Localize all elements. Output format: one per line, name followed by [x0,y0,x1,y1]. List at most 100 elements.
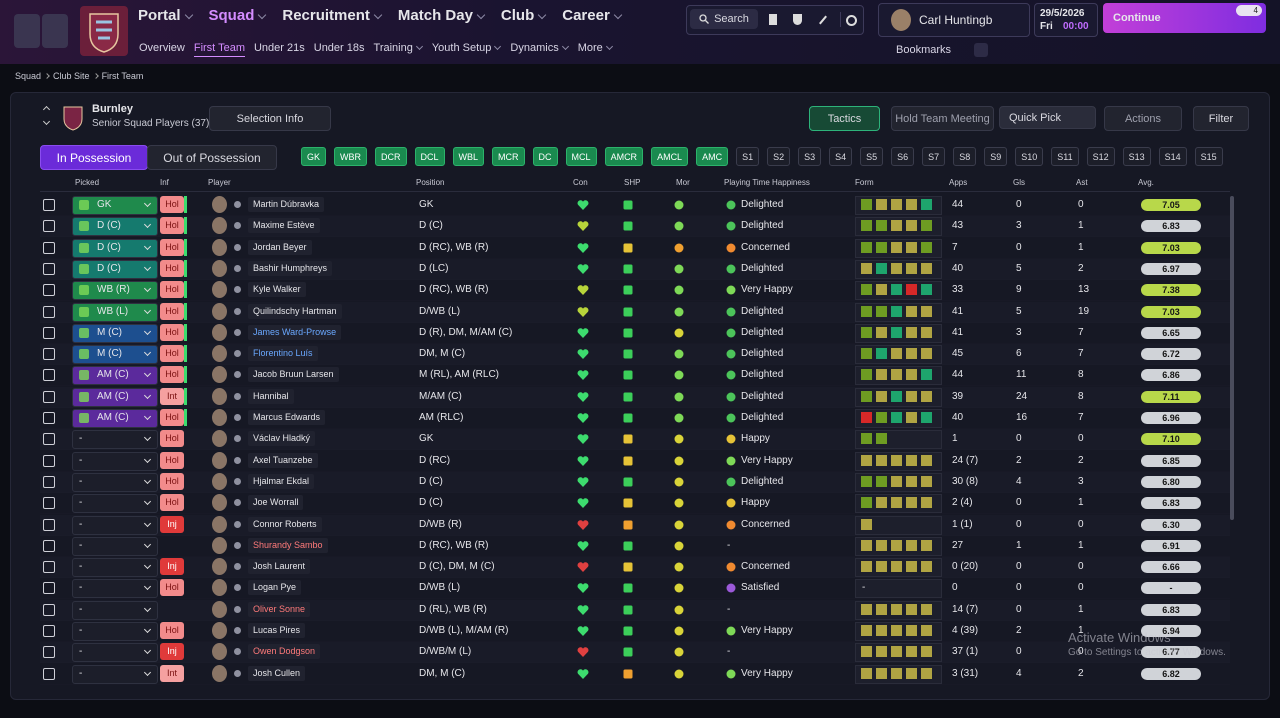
sub-slot[interactable]: S12 [1086,147,1115,166]
checkbox[interactable] [43,433,55,446]
sub-slot[interactable]: S14 [1158,147,1187,166]
picked-dropdown[interactable]: M (C) [72,323,158,343]
checkbox[interactable] [43,220,55,233]
player-row[interactable]: - Int Josh Cullen DM, M (C) Very Happy 3 (31)… [40,663,1230,685]
breadcrumb-item[interactable]: First Team [101,71,144,81]
filter-button[interactable]: Filter [1193,106,1249,131]
column-header[interactable]: Avg. [1138,178,1154,187]
player-row[interactable]: - Hol Axel Tuanzebe D (RC) Very Happy 24 (7) 2… [40,450,1230,472]
formation-slot[interactable]: MCL [565,147,597,166]
sub-slot[interactable]: S1 [736,147,760,166]
player-row[interactable]: - Hol Václav Hladký GK Happy 1 0 0 7.10 [40,429,1230,451]
inf-badge[interactable]: Hol [160,622,184,639]
player-name[interactable]: James Ward-Prowse [248,324,342,340]
checkbox[interactable] [43,625,55,637]
sub-slot[interactable]: S8 [953,147,977,166]
checkbox[interactable] [43,582,55,595]
sub-tab[interactable]: More [578,42,613,57]
inf-badge[interactable]: Int [160,664,184,682]
player-name[interactable]: Logan Pye [248,580,302,596]
formation-slot[interactable]: AMCR [604,147,644,166]
player-row[interactable]: AM (C) Hol Jacob Bruun Larsen M (RL), AM (R… [40,365,1230,387]
actions-button[interactable]: Actions [1104,106,1182,131]
player-name[interactable]: Bashir Humphreys [248,260,333,276]
player-row[interactable]: AM (C) Int Hannibal M/AM (C) Delighted 39 24 8 7… [40,386,1230,408]
column-header[interactable]: Player [208,178,231,187]
checkbox[interactable] [43,475,55,488]
formation-slot[interactable]: AMCL [651,147,689,166]
player-name[interactable]: Hjalmar Ekdal [248,473,315,489]
sub-tab[interactable]: Under 21s [253,42,305,54]
sub-tab[interactable]: Dynamics [510,42,568,57]
picked-dropdown[interactable]: GK [72,196,158,215]
picked-dropdown[interactable]: - [72,579,158,599]
icon-settings[interactable] [840,12,857,27]
sub-tab[interactable]: Under 18s [313,42,365,54]
inf-badge[interactable]: Hol [160,494,184,512]
checkbox[interactable] [43,390,55,403]
column-header[interactable]: Picked [75,178,100,187]
player-name[interactable]: Martin Dúbravka [248,197,325,212]
picked-dropdown[interactable]: D (C) [72,217,158,237]
sub-slot[interactable]: S10 [1015,147,1044,166]
player-name[interactable]: Josh Laurent [248,559,311,575]
formation-slot[interactable]: DCL [414,147,445,166]
team-name[interactable]: Burnley [92,103,133,115]
checkbox[interactable] [43,262,55,275]
main-tab[interactable]: Portal [138,7,193,24]
sub-slot[interactable]: S5 [860,147,884,166]
sub-slot[interactable]: S11 [1051,147,1079,166]
player-name[interactable]: Marcus Edwards [248,410,326,425]
column-header[interactable]: Mor [676,178,690,187]
player-name[interactable]: Kyle Walker [248,282,306,298]
player-row[interactable]: M (C) Hol Florentino Luís DM, M (C) Delighte… [40,344,1230,366]
inf-badge[interactable]: Hol [160,345,184,363]
main-tab[interactable]: Squad [209,7,267,24]
checkbox[interactable] [43,603,55,616]
collapse-arrows[interactable] [42,104,51,126]
player-name[interactable]: Oliver Sonne [248,601,311,617]
checkbox[interactable] [43,241,55,254]
column-header[interactable]: Ast [1076,178,1088,187]
checkbox[interactable] [43,326,55,339]
sub-tab[interactable]: First Team [193,42,245,57]
player-name[interactable]: Axel Tuanzebe [248,452,318,468]
formation-slot[interactable]: DCR [375,147,407,166]
picked-dropdown[interactable]: D (C) [72,259,158,279]
main-tab[interactable]: Career [562,7,622,24]
player-name[interactable]: Maxime Estève [248,218,320,234]
player-name[interactable]: Hannibal [248,388,294,404]
column-header[interactable]: Con [573,178,588,187]
checkbox[interactable] [43,305,55,318]
player-row[interactable]: D (C) Hol Bashir Humphreys D (LC) Delighted 4… [40,258,1230,280]
team-meeting-button[interactable]: Hold Team Meeting [891,106,994,131]
selection-info-button[interactable]: Selection Info [209,106,331,131]
picked-dropdown[interactable]: - [72,622,158,641]
inf-badge[interactable]: Hol [160,579,184,597]
player-name[interactable]: Jacob Bruun Larsen [248,367,339,383]
player-row[interactable]: - Hol Logan Pye D/WB (L) Satisfied - 0 0 0 - [40,578,1230,600]
formation-slot[interactable]: WBR [334,147,368,166]
inf-badge[interactable]: Hol [160,281,184,299]
player-row[interactable]: M (C) Hol James Ward-Prowse D (R), DM, M/AM… [40,322,1230,344]
sub-slot[interactable]: S9 [984,147,1008,166]
checkbox[interactable] [43,646,55,659]
inf-badge[interactable]: Hol [160,238,184,256]
inf-badge[interactable]: Hol [160,302,184,320]
sub-slot[interactable]: S15 [1194,147,1223,166]
sub-slot[interactable]: S6 [891,147,915,166]
player-row[interactable]: D (C) Hol Maxime Estève D (C) Delighted 43 3 1 6… [40,216,1230,238]
checkbox[interactable] [43,518,55,531]
forward-button[interactable] [42,14,68,48]
sub-tab[interactable]: Youth Setup [432,42,502,57]
main-tab[interactable]: Club [501,7,546,24]
scrollbar[interactable] [1230,196,1234,520]
sub-tab[interactable]: Training [374,42,423,57]
checkbox[interactable] [43,667,55,680]
player-row[interactable]: WB (R) Hol Kyle Walker D (RC), WB (R) Very H… [40,280,1230,302]
player-row[interactable]: GK Hol Martin Dúbravka GK Delighted 44 0 0 7.05 [40,195,1230,216]
sub-slot[interactable]: S3 [798,147,822,166]
player-name[interactable]: Owen Dodgson [248,644,321,660]
checkbox[interactable] [43,454,55,467]
inf-badge[interactable]: Hol [160,430,184,448]
